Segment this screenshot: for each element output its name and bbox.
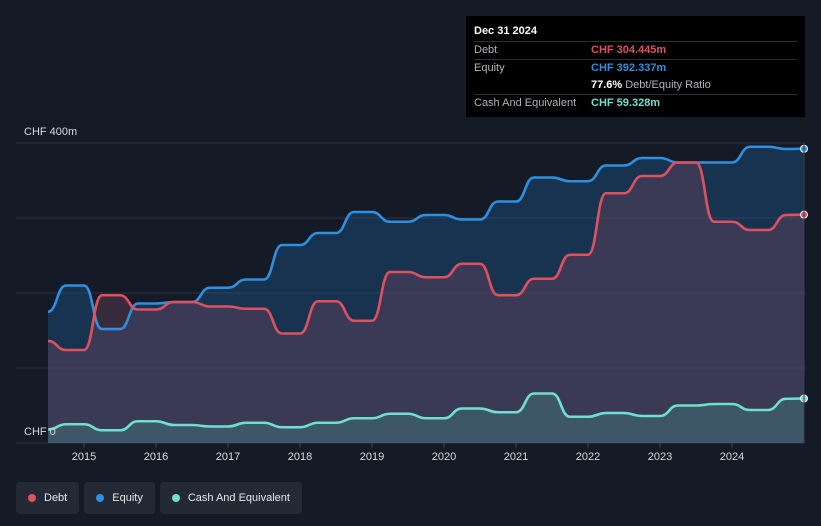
x-axis-ticks: 2015 2016 2017 2018 2019 2020 2021 2022 2023 2024 [72,443,744,463]
x-tick-label: 2018 [288,451,312,463]
tooltip-equity-label: Equity [474,62,505,74]
tooltip-cash-label: Cash And Equivalent [474,97,577,109]
legend-item-equity[interactable]: Equity [84,482,155,514]
tooltip: Dec 31 2024 Debt CHF 304.445m Equity CHF… [466,16,805,117]
y-axis-bottom-label: CHF 0 [24,426,56,438]
x-tick-label: 2023 [648,451,672,463]
series-lines [47,145,805,432]
tooltip-ratio-row: 77.6% Debt/Equity Ratio [474,77,797,94]
tooltip-debt-value: CHF 304.445m [591,44,667,56]
x-tick-label: 2020 [432,451,456,463]
debt-line [47,161,805,352]
equity-area [48,146,804,443]
x-tick-label: 2016 [144,451,168,463]
y-axis-top-label: CHF 400m [24,126,77,138]
legend: Debt Equity Cash And Equivalent [16,482,302,514]
tooltip-debt-label: Debt [474,44,498,56]
x-tick-label: 2021 [504,451,528,463]
series-areas [48,146,804,443]
legend-item-cash[interactable]: Cash And Equivalent [159,482,302,514]
tooltip-ratio-label: Debt/Equity Ratio [625,79,711,91]
legend-label-debt: Debt [44,492,68,504]
x-tick-label: 2017 [216,451,240,463]
cash-dot-icon [171,494,180,502]
legend-label-equity: Equity [112,492,143,504]
tooltip-cash-row: Cash And Equivalent CHF 59.328m [474,94,797,112]
tooltip-debt-row: Debt CHF 304.445m [474,41,797,59]
tooltip-ratio-spacer [474,77,591,94]
grid-lines [16,142,805,444]
equity-line [47,145,805,331]
legend-item-debt[interactable]: Debt [16,482,80,514]
tooltip-date: Dec 31 2024 [474,25,537,37]
cash-line [47,392,805,432]
debt-area [48,162,804,443]
tooltip-equity-row: Equity CHF 392.337m [474,59,797,77]
x-tick-label: 2024 [720,451,744,463]
tooltip-equity-value: CHF 392.337m [591,62,667,74]
debt-dot-icon [28,494,36,502]
equity-dot-icon [96,494,105,502]
x-tick-label: 2019 [360,451,384,463]
x-tick-label: 2015 [72,451,96,463]
x-tick-label: 2022 [576,451,600,463]
tooltip-ratio-value: 77.6% [591,79,623,91]
tooltip-cash-value: CHF 59.328m [591,97,661,109]
legend-label-cash: Cash And Equivalent [187,492,290,504]
